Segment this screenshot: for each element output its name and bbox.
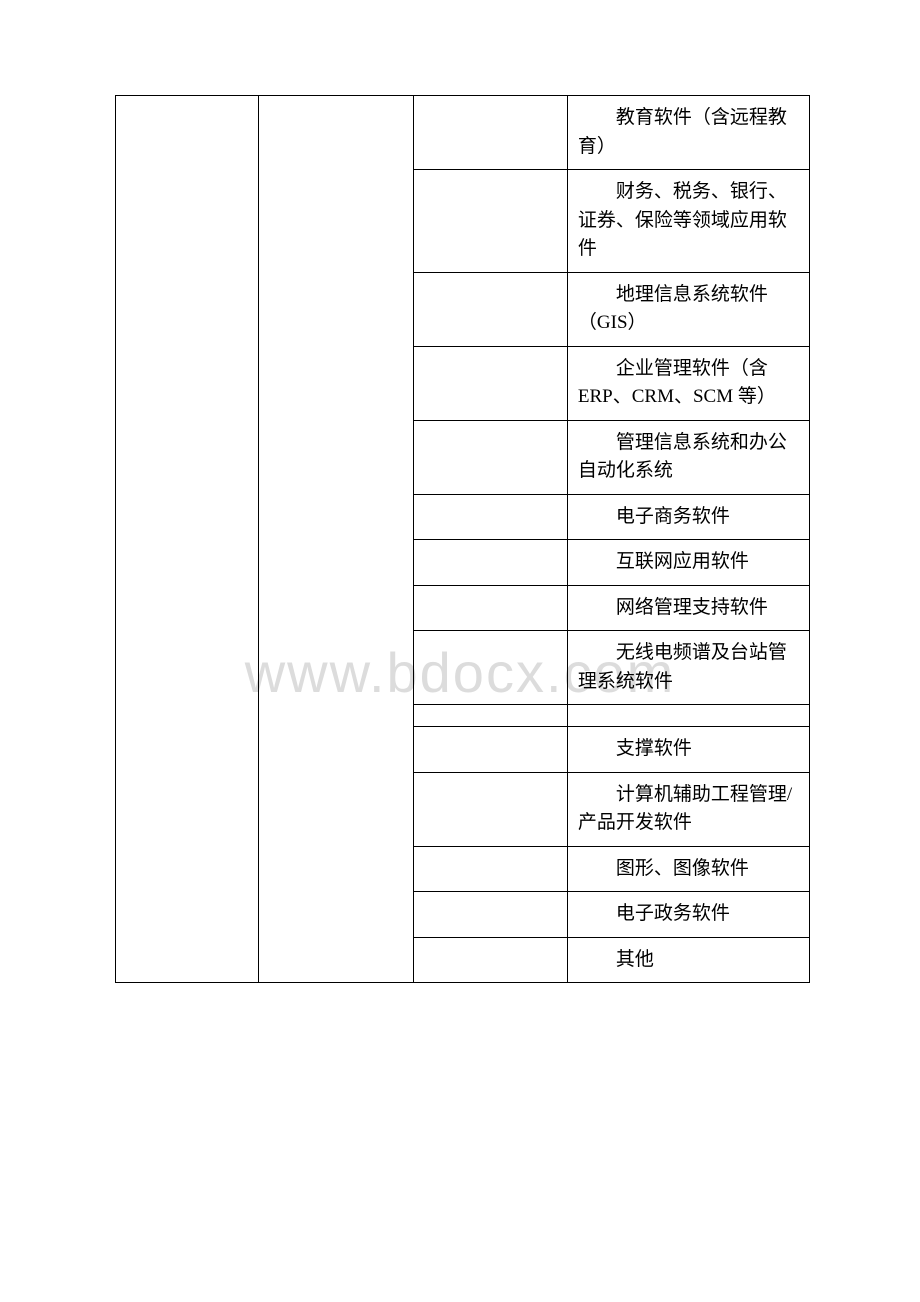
cell-col4: 电子商务软件 — [567, 494, 809, 540]
cell-col3 — [413, 705, 567, 727]
cell-text: 地理信息系统软件（GIS） — [578, 281, 799, 338]
cell-col4: 电子政务软件 — [567, 892, 809, 938]
cell-col3 — [413, 540, 567, 586]
cell-text: 电子商务软件 — [578, 503, 799, 532]
cell-col3 — [413, 631, 567, 705]
cell-col3 — [413, 346, 567, 420]
table-row: 教育软件（含远程教育） — [116, 96, 810, 170]
cell-text: 企业管理软件（含 ERP、CRM、SCM 等） — [578, 355, 799, 412]
cell-col3 — [413, 170, 567, 273]
software-category-table: 教育软件（含远程教育） 财务、税务、银行、证券、保险等领域应用软件 地理信息系统… — [115, 95, 810, 983]
cell-col4: 计算机辅助工程管理/产品开发软件 — [567, 772, 809, 846]
cell-col3 — [413, 937, 567, 983]
cell-text: 网络管理支持软件 — [578, 594, 799, 623]
cell-text: 互联网应用软件 — [578, 548, 799, 577]
document-page: 教育软件（含远程教育） 财务、税务、银行、证券、保险等领域应用软件 地理信息系统… — [0, 0, 920, 1078]
cell-text: 无线电频谱及台站管理系统软件 — [578, 639, 799, 696]
cell-col3 — [413, 846, 567, 892]
cell-text: 支撑软件 — [578, 735, 799, 764]
cell-col4: 支撑软件 — [567, 727, 809, 773]
cell-col3 — [413, 96, 567, 170]
cell-col4 — [567, 705, 809, 727]
cell-col4: 教育软件（含远程教育） — [567, 96, 809, 170]
cell-col3 — [413, 727, 567, 773]
cell-text: 管理信息系统和办公自动化系统 — [578, 429, 799, 486]
cell-col3 — [413, 272, 567, 346]
cell-col4: 其他 — [567, 937, 809, 983]
cell-col4: 网络管理支持软件 — [567, 585, 809, 631]
cell-col3 — [413, 494, 567, 540]
cell-text: 教育软件（含远程教育） — [578, 104, 799, 161]
cell-text: 图形、图像软件 — [578, 855, 799, 884]
cell-col3 — [413, 420, 567, 494]
cell-col2 — [259, 96, 413, 983]
cell-text: 计算机辅助工程管理/产品开发软件 — [578, 781, 799, 838]
cell-text: 电子政务软件 — [578, 900, 799, 929]
cell-col3 — [413, 772, 567, 846]
cell-col3 — [413, 892, 567, 938]
cell-col4: 财务、税务、银行、证券、保险等领域应用软件 — [567, 170, 809, 273]
cell-col3 — [413, 585, 567, 631]
cell-col4: 企业管理软件（含 ERP、CRM、SCM 等） — [567, 346, 809, 420]
cell-col1 — [116, 96, 259, 983]
cell-col4: 管理信息系统和办公自动化系统 — [567, 420, 809, 494]
cell-col4: 互联网应用软件 — [567, 540, 809, 586]
cell-col4: 图形、图像软件 — [567, 846, 809, 892]
cell-col4: 无线电频谱及台站管理系统软件 — [567, 631, 809, 705]
cell-text: 其他 — [578, 946, 799, 975]
cell-text: 财务、税务、银行、证券、保险等领域应用软件 — [578, 178, 799, 264]
cell-col4: 地理信息系统软件（GIS） — [567, 272, 809, 346]
